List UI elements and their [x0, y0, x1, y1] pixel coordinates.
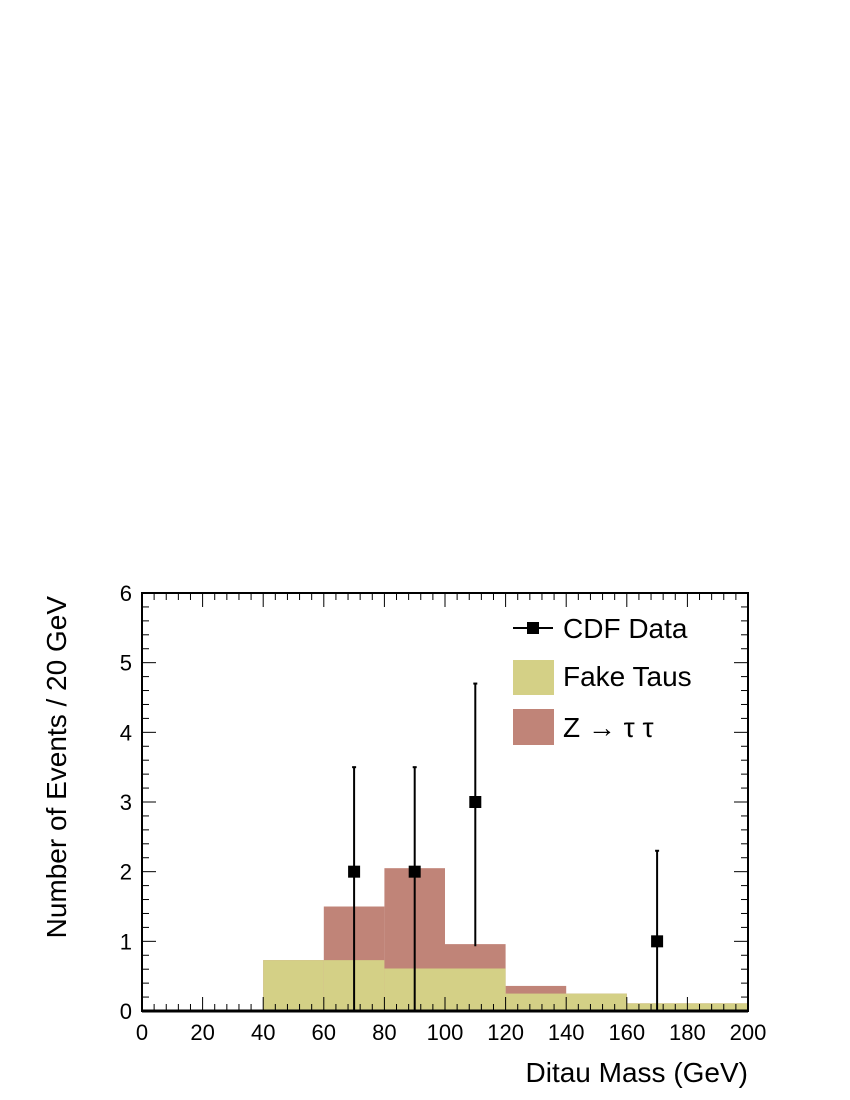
x-axis-label: Ditau Mass (GeV)	[526, 1057, 749, 1088]
x-tick-label: 180	[669, 1020, 706, 1045]
y-tick-label: 5	[120, 651, 132, 676]
fake-taus-bin	[445, 968, 506, 1011]
x-tick-label: 120	[487, 1020, 524, 1045]
axis-ticks	[141, 592, 749, 1012]
legend-label-fake-taus: Fake Taus	[563, 661, 692, 692]
y-tick-label: 6	[120, 581, 132, 606]
y-tick-label: 4	[120, 720, 132, 745]
tick-labels: 0 20 40 60 80 100 120 140 160 180 200 0 1 2 3 4 5 6	[120, 581, 767, 1045]
x-tick-label: 60	[312, 1020, 336, 1045]
fake-taus-bin	[505, 993, 567, 1011]
legend-label-data: CDF Data	[563, 613, 688, 644]
data-point	[408, 865, 421, 878]
x-tick-label: 160	[608, 1020, 645, 1045]
x-tick-label: 80	[372, 1020, 396, 1045]
legend-label-ztautau: Z → τ τ	[563, 712, 654, 743]
data-points	[348, 682, 664, 1011]
data-point	[469, 796, 482, 808]
legend-swatch-fake-taus	[513, 660, 554, 695]
x-tick-label: 140	[548, 1020, 585, 1045]
y-tick-label: 3	[120, 790, 132, 815]
legend-item-ztautau: Z → τ τ	[513, 709, 654, 745]
x-tick-label: 100	[427, 1020, 464, 1045]
legend-swatch-ztautau	[513, 709, 554, 745]
x-tick-label: 40	[251, 1020, 275, 1045]
y-tick-label: 0	[120, 999, 132, 1024]
x-tick-label: 200	[730, 1020, 767, 1045]
fake-taus-bin	[566, 993, 627, 1011]
x-tick-label: 0	[136, 1020, 148, 1045]
y-tick-label: 1	[120, 929, 132, 954]
legend: CDF Data Fake Taus Z → τ τ	[513, 613, 692, 745]
x-tick-label: 20	[190, 1020, 214, 1045]
data-point	[348, 865, 361, 878]
fake-taus-bin	[263, 960, 324, 1011]
fake-taus-bin	[687, 1003, 748, 1011]
y-axis-label: Number of Events / 20 GeV	[41, 596, 72, 939]
y-tick-label: 2	[120, 860, 132, 885]
legend-item-data: CDF Data	[513, 613, 688, 644]
legend-data-marker	[527, 622, 539, 634]
data-point	[651, 935, 664, 948]
legend-item-fake-taus: Fake Taus	[513, 660, 692, 695]
